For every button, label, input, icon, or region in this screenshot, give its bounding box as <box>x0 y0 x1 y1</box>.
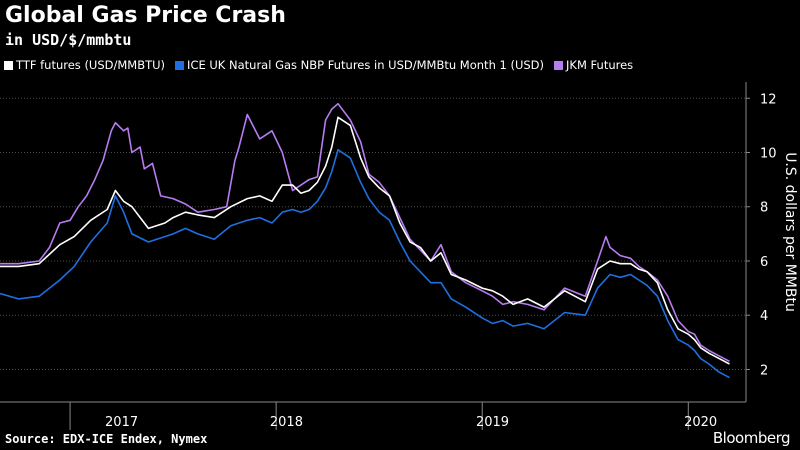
y-axis-label: U.S. dollars per MMBtu <box>782 152 798 312</box>
y-tick-label-4: 4 <box>760 309 768 324</box>
legend-item-jkm: JKM Futures <box>554 58 633 72</box>
legend: TTF futures (USD/MMBTU) ICE UK Natural G… <box>4 58 633 72</box>
legend-label-jkm: JKM Futures <box>566 58 634 72</box>
legend-label-nbp: ICE UK Natural Gas NBP Futures in USD/MM… <box>187 58 545 72</box>
legend-item-ttf: TTF futures (USD/MMBTU) <box>4 58 165 72</box>
legend-swatch-jkm <box>554 60 564 70</box>
legend-swatch-nbp <box>175 60 185 70</box>
source-note: Source: EDX-ICE Endex, Nymex <box>5 432 208 446</box>
y-tick-label-2: 2 <box>760 363 768 378</box>
y-tick-label-6: 6 <box>760 255 768 270</box>
series-line-nbp <box>0 149 730 379</box>
legend-label-ttf: TTF futures (USD/MMBTU) <box>16 58 166 72</box>
y-tick-label-8: 8 <box>760 201 768 216</box>
bloomberg-logo: Bloomberg <box>712 429 791 447</box>
series-line-jkm <box>0 102 730 363</box>
x-tick-label-2017: 2017 <box>105 415 138 430</box>
series-line-ttf <box>0 116 730 365</box>
legend-swatch-ttf <box>4 60 13 70</box>
legend-item-nbp: ICE UK Natural Gas NBP Futures in USD/MM… <box>175 58 544 72</box>
y-tick-label-10: 10 <box>760 147 777 162</box>
x-tick-label-2019: 2019 <box>476 415 509 430</box>
chart-subtitle: in USD/$/mmbtu <box>5 31 132 49</box>
x-tick-label-2018: 2018 <box>270 415 303 430</box>
chart-title: Global Gas Price Crash <box>5 3 286 28</box>
x-tick-label-2020: 2020 <box>684 415 717 430</box>
y-tick-label-12: 12 <box>760 92 777 107</box>
